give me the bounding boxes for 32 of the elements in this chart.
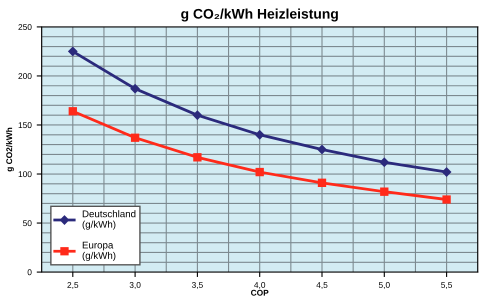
x-tick-label: 2,5 <box>67 282 78 289</box>
point <box>442 195 451 204</box>
point <box>256 168 264 176</box>
y-tick-label: 50 <box>22 220 32 226</box>
point <box>442 167 452 177</box>
y-tick-label: 200 <box>18 73 32 80</box>
point <box>68 46 78 56</box>
x-tick-label: 5,5 <box>441 282 452 289</box>
x-axis-title: COP <box>251 290 268 296</box>
y-tick-label: 100 <box>18 171 32 178</box>
legend-label: Deutschland (g/kWh) <box>82 210 136 230</box>
point <box>130 84 140 94</box>
x-tick-label: 4,5 <box>316 282 328 289</box>
point <box>380 158 389 167</box>
point <box>317 144 327 154</box>
point <box>193 153 202 162</box>
point <box>68 107 77 116</box>
y-tick-label: 150 <box>18 122 32 128</box>
x-tick-label: 4,0 <box>254 282 266 289</box>
x-tick-label: 5,0 <box>378 282 390 289</box>
point <box>380 188 388 196</box>
point <box>255 130 264 140</box>
x-tick-label: 3,5 <box>192 282 203 289</box>
point <box>318 178 326 188</box>
chart-title: g CO₂/kWh Heizleistung <box>181 8 338 22</box>
y-tick-label: 250 <box>18 24 32 30</box>
y-axis-title: g CO2/kWh <box>6 128 14 172</box>
point <box>130 134 140 142</box>
point <box>192 110 202 120</box>
legend-label: Europa (g/kWh) <box>82 242 116 261</box>
y-tick-label: 0 <box>28 269 32 276</box>
x-tick-label: 3,0 <box>130 282 141 289</box>
